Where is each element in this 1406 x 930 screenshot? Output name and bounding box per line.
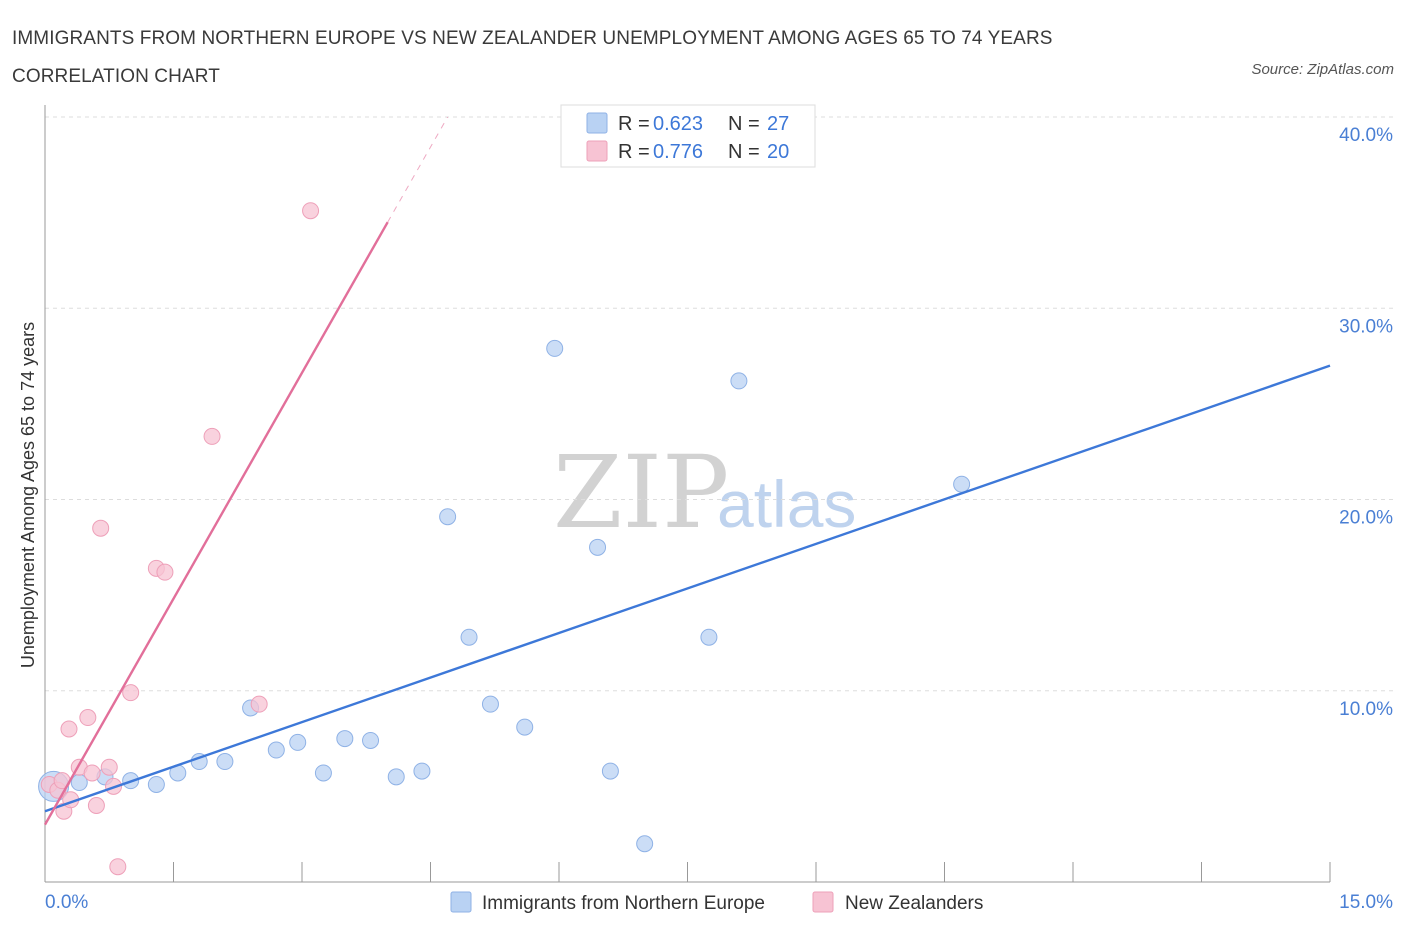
point-northern-europe bbox=[601, 762, 619, 780]
legend-r-value-2: 0.776 bbox=[653, 141, 703, 163]
point-northern-europe bbox=[314, 764, 332, 782]
point-northern-europe bbox=[336, 730, 354, 748]
legend-n-value-2: 20 bbox=[767, 141, 789, 163]
point-northern-europe bbox=[589, 538, 607, 556]
legend-swatch-pink bbox=[586, 140, 608, 162]
point-northern-europe bbox=[267, 741, 285, 759]
series-legend-swatch-pink bbox=[812, 891, 834, 913]
point-northern-europe bbox=[387, 768, 405, 786]
correlation-legend: R = 0.623 N = 27 R = 0.776 N = 20 bbox=[560, 104, 816, 168]
trend-line-blue bbox=[44, 364, 1331, 813]
series-legend: Immigrants from Northern Europe New Zeal… bbox=[450, 891, 983, 914]
trend-line-pink bbox=[43, 221, 389, 826]
legend-n-label-1: N = bbox=[728, 113, 760, 135]
point-new-zealanders bbox=[156, 563, 174, 581]
x-tick-labels: 0.0% 15.0% bbox=[45, 892, 1393, 913]
y-tick-label: 10.0% bbox=[1339, 699, 1393, 720]
point-northern-europe bbox=[546, 339, 564, 357]
point-northern-europe bbox=[636, 835, 654, 853]
y-axis-title: Unemployment Among Ages 65 to 74 years bbox=[18, 322, 38, 668]
point-northern-europe bbox=[216, 753, 234, 771]
series-legend-label-pink: New Zealanders bbox=[845, 893, 983, 914]
legend-r-label-2: R = bbox=[618, 141, 650, 163]
gridlines bbox=[45, 116, 1395, 692]
trend-line-extension-pink bbox=[387, 116, 449, 223]
legend-r-label-1: R = bbox=[618, 113, 650, 135]
legend-n-label-2: N = bbox=[728, 141, 760, 163]
point-northern-europe bbox=[147, 775, 165, 793]
point-northern-europe bbox=[289, 733, 307, 751]
y-tick-labels: 10.0% 20.0% 30.0% 40.0% bbox=[1339, 125, 1393, 720]
point-new-zealanders bbox=[60, 720, 78, 738]
point-new-zealanders bbox=[83, 764, 101, 782]
point-northern-europe bbox=[516, 718, 534, 736]
point-northern-europe bbox=[953, 475, 971, 493]
watermark-atlas: atlas bbox=[717, 467, 856, 541]
legend-n-value-1: 27 bbox=[767, 113, 789, 135]
point-northern-europe bbox=[439, 508, 457, 526]
point-new-zealanders bbox=[92, 519, 110, 537]
point-new-zealanders bbox=[203, 427, 221, 445]
point-new-zealanders bbox=[122, 684, 140, 702]
legend-r-value-1: 0.623 bbox=[653, 113, 703, 135]
point-new-zealanders bbox=[109, 858, 127, 876]
chart-title: IMMIGRANTS FROM NORTHERN EUROPE VS NEW Z… bbox=[12, 28, 1053, 87]
y-tick-label: 30.0% bbox=[1339, 316, 1393, 337]
point-northern-europe bbox=[700, 628, 718, 646]
point-new-zealanders bbox=[250, 695, 268, 713]
x-tick-label-max: 15.0% bbox=[1339, 892, 1393, 913]
trend-lines bbox=[43, 116, 1331, 826]
point-new-zealanders bbox=[79, 709, 97, 727]
point-northern-europe bbox=[481, 695, 499, 713]
x-ticks bbox=[44, 862, 1331, 882]
point-new-zealanders bbox=[100, 758, 118, 776]
series-legend-swatch-blue bbox=[450, 891, 472, 913]
x-tick-label-min: 0.0% bbox=[45, 892, 88, 913]
y-tick-label: 20.0% bbox=[1339, 508, 1393, 529]
point-northern-europe bbox=[730, 372, 748, 390]
source-credit: Source: ZipAtlas.com bbox=[1251, 61, 1394, 78]
series-legend-label-blue: Immigrants from Northern Europe bbox=[482, 893, 765, 914]
point-northern-europe bbox=[413, 762, 431, 780]
y-tick-label: 40.0% bbox=[1339, 125, 1393, 146]
point-new-zealanders bbox=[87, 797, 105, 814]
watermark-zip: ZIP bbox=[553, 434, 729, 551]
point-northern-europe bbox=[460, 628, 478, 646]
point-new-zealanders bbox=[302, 202, 320, 220]
point-northern-europe bbox=[362, 731, 380, 749]
legend-swatch-blue bbox=[586, 112, 608, 134]
